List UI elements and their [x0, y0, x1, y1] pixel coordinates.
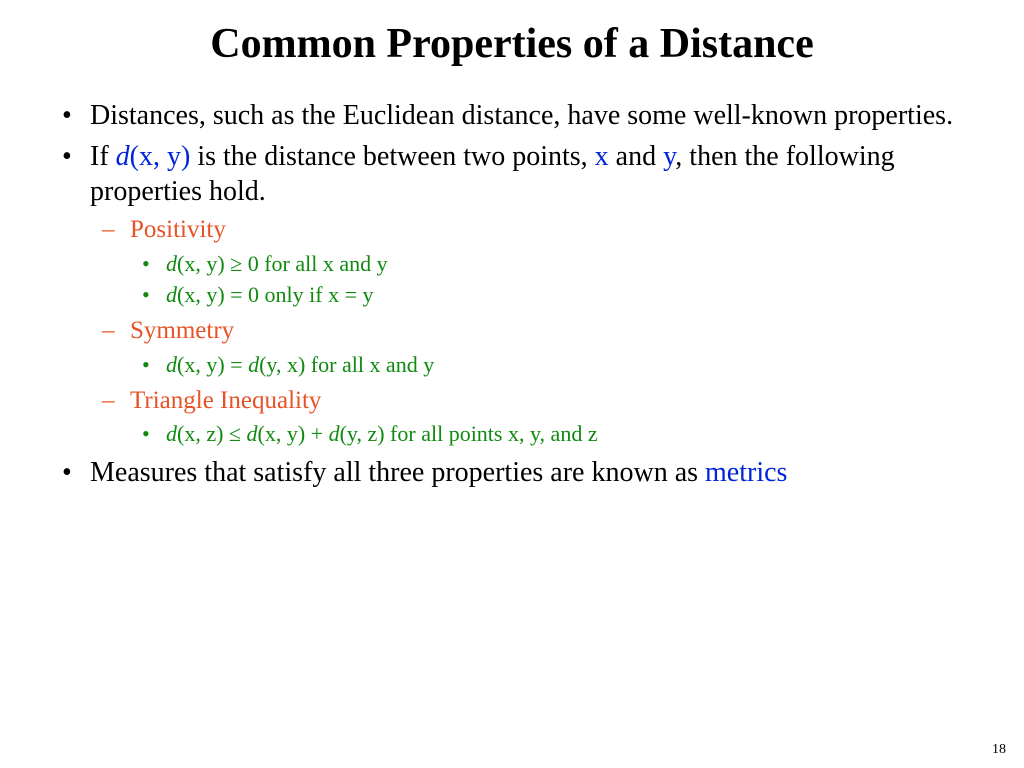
- tri-d1: d: [166, 421, 177, 446]
- sym-rule: d(x, y) = d(y, x) for all x and y: [166, 350, 974, 380]
- page-number: 18: [992, 742, 1006, 758]
- tri-rule: d(x, z) ≤ d(x, y) + d(y, z) for all poin…: [166, 419, 974, 449]
- pos-rule-2: d(x, y) = 0 only if x = y: [166, 280, 974, 310]
- symmetry-label: Symmetry: [130, 317, 234, 344]
- pos1-rest: (x, y) ≥ 0 for all x and y: [177, 251, 388, 276]
- bullet-list-level3-triangle: d(x, z) ≤ d(x, y) + d(y, z) for all poin…: [130, 419, 974, 449]
- bullet-list-level3-positivity: d(x, y) ≥ 0 for all x and y d(x, y) = 0 …: [130, 249, 974, 310]
- bullet-list-level2: Positivity d(x, y) ≥ 0 for all x and y d…: [90, 213, 974, 449]
- b3-metrics: metrics: [705, 457, 787, 488]
- bullet-metrics: Measures that satisfy all three properti…: [90, 455, 974, 490]
- sub-positivity: Positivity d(x, y) ≥ 0 for all x and y d…: [130, 213, 974, 310]
- b2-and: and: [609, 141, 663, 172]
- slide-title: Common Properties of a Distance: [50, 20, 974, 68]
- sym-d2: d: [248, 352, 259, 377]
- bullet-list-level3-symmetry: d(x, y) = d(y, x) for all x and y: [130, 350, 974, 380]
- sym-mid1: (x, y) =: [177, 352, 248, 377]
- bullet-intro-text: Distances, such as the Euclidean distanc…: [90, 100, 953, 131]
- tri-p3: (y, z) for all points x, y, and z: [340, 421, 598, 446]
- pos1-d: d: [166, 251, 177, 276]
- pos-rule-1: d(x, y) ≥ 0 for all x and y: [166, 249, 974, 279]
- b2-mid: is the distance between two points,: [190, 141, 594, 172]
- sym-d1: d: [166, 352, 177, 377]
- tri-d2: d: [247, 421, 258, 446]
- sub-triangle: Triangle Inequality d(x, z) ≤ d(x, y) + …: [130, 384, 974, 449]
- tri-p1: (x, z) ≤: [177, 421, 247, 446]
- b2-x: x: [595, 141, 609, 172]
- tri-d3: d: [329, 421, 340, 446]
- bullet-intro: Distances, such as the Euclidean distanc…: [90, 98, 974, 133]
- pos2-rest: (x, y) = 0 only if x = y: [177, 282, 374, 307]
- triangle-label: Triangle Inequality: [130, 387, 321, 414]
- slide: Common Properties of a Distance Distance…: [0, 0, 1024, 768]
- b2-d: d: [116, 141, 130, 172]
- positivity-label: Positivity: [130, 216, 226, 243]
- pos2-d: d: [166, 282, 177, 307]
- sub-symmetry: Symmetry d(x, y) = d(y, x) for all x and…: [130, 314, 974, 379]
- bullet-definition: If d(x, y) is the distance between two p…: [90, 139, 974, 449]
- b3-pre: Measures that satisfy all three properti…: [90, 457, 705, 488]
- b2-pre: If: [90, 141, 116, 172]
- bullet-list-level1: Distances, such as the Euclidean distanc…: [50, 98, 974, 490]
- b2-paren: (x, y): [130, 141, 191, 172]
- b2-y: y: [663, 141, 675, 172]
- sym-rest: (y, x) for all x and y: [259, 352, 434, 377]
- tri-p2: (x, y) +: [258, 421, 329, 446]
